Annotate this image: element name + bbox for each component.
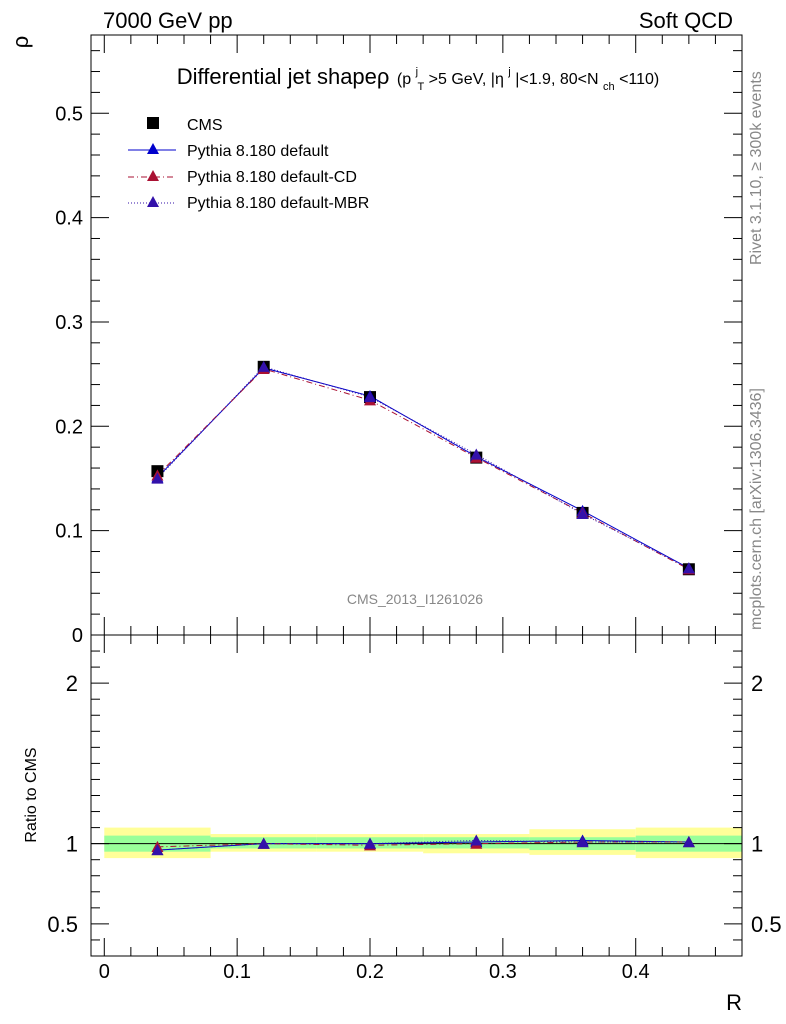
x-tick-label: 0 [99, 961, 110, 983]
main-y-tick-label: 0.3 [55, 312, 83, 334]
legend-label-default: Pythia 8.180 default [187, 143, 329, 160]
main-y-tick-label: 0.1 [55, 521, 83, 543]
chart-title-nch-sub: ch [603, 81, 615, 93]
main-point-mc [151, 472, 164, 484]
rivet-label: Rivet 3.1.10, ≥ 300k events [748, 71, 765, 265]
main-point-mc [682, 562, 695, 574]
x-axis-label: R [726, 990, 742, 1015]
ratio-y-tick-label-right: 2 [751, 671, 763, 696]
main-y-ticks: 0 0.1 0.2 0.3 0.4 0.5 [55, 50, 742, 647]
mcplots-label: mcplots.cern.ch [arXiv:1306.3436] [748, 388, 765, 630]
ratio-y-tick-label: 0.5 [47, 912, 78, 937]
ratio-series-line [157, 841, 689, 848]
energy-label: 7000 GeV pp [103, 8, 233, 33]
x-tick-label: 0.3 [489, 961, 517, 983]
ratio-ylabel: Ratio to CMS [23, 747, 40, 842]
main-series-points [151, 360, 695, 576]
ratio-y-ticks: 0.5 0.5 1 1 2 2 [47, 650, 782, 941]
x-tick-label: 0.4 [622, 961, 650, 983]
ratio-point [151, 844, 164, 856]
analysis-id-label: CMS_2013_I1261026 [347, 591, 483, 607]
ratio-point [576, 836, 589, 848]
main-y-tick-label: 0.2 [55, 416, 83, 438]
ratio-series-lines [157, 839, 689, 851]
main-series-line [157, 367, 690, 569]
ratio-series-points [151, 834, 695, 856]
legend-marker-cms [147, 117, 159, 129]
chart-title: Differential jet shapeρ (p j T >5 GeV, |… [177, 62, 660, 94]
ratio-y-tick-label: 1 [66, 832, 78, 857]
chart-title-pt-sub: T [417, 81, 424, 93]
main-point-mc [364, 391, 376, 403]
ratio-y-tick-label-right: 0.5 [751, 912, 782, 937]
chart-title-eta-sup: j [507, 66, 510, 78]
main-x-ticks [103, 35, 716, 635]
chart-title-main: Differential jet shapeρ [177, 64, 390, 89]
main-y-tick-label: 0.4 [55, 208, 83, 230]
main-y-tick-label: 0 [72, 625, 83, 647]
ratio-series-line [157, 839, 689, 851]
ratio-point [257, 837, 270, 849]
ratio-x-ticks: 0 0.1 0.2 0.3 0.4 [99, 635, 716, 983]
chart-title-cut-eta: |<1.9, 80<N [515, 71, 598, 88]
ratio-y-tick-label: 2 [66, 671, 78, 696]
chart-title-cut-pt: >5 GeV, |η [429, 71, 504, 88]
chart-title-cut-open: (p [397, 71, 411, 88]
main-point-mc [257, 360, 270, 372]
legend: CMS Pythia 8.180 default Pythia 8.180 de… [128, 117, 369, 212]
legend-label-default-mbr: Pythia 8.180 default-MBR [187, 195, 369, 212]
main-series-line [157, 368, 690, 570]
main-point-mc [470, 448, 483, 460]
main-ylabel: ρ [8, 36, 33, 49]
legend-marker-default-mbr [147, 196, 159, 207]
ratio-y-tick-label-right: 1 [751, 832, 763, 857]
main-point-mc [576, 507, 589, 520]
category-label: Soft QCD [639, 8, 733, 33]
ratio-point [470, 834, 483, 846]
chart-title-pt-sup: j [415, 66, 418, 78]
main-y-tick-label: 0.5 [55, 103, 83, 125]
legend-marker-default [147, 143, 159, 154]
ratio-point [682, 836, 695, 848]
legend-label-default-cd: Pythia 8.180 default-CD [187, 169, 357, 186]
main-series-lines [157, 366, 690, 570]
legend-marker-default-cd [147, 170, 159, 181]
legend-label-cms: CMS [187, 117, 223, 134]
x-tick-label: 0.2 [356, 961, 384, 983]
main-panel: ρ 0 0.1 0.2 0.3 0.4 0.5 Differential jet shap… [8, 34, 743, 647]
x-tick-label: 0.1 [223, 961, 251, 983]
ratio-point [364, 837, 376, 849]
main-series-line [157, 366, 690, 569]
ratio-panel: 0.5 0.5 1 1 2 2 0 0.1 0.2 0.3 0.4 Ratio to CMS R [23, 634, 782, 1015]
ratio-frame [90, 634, 743, 957]
chart-title-cut-end: <110) [619, 71, 659, 88]
